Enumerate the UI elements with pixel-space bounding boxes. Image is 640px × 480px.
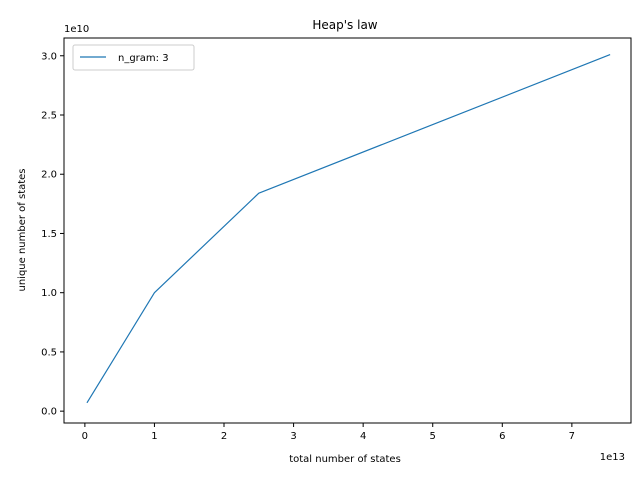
series-line: [86, 54, 611, 404]
y-axis-label: unique number of states: [17, 168, 28, 291]
y-tick-label: 1.5: [41, 229, 57, 240]
legend: n_gram: 3: [72, 44, 195, 71]
y-axis-ticks: 0.0 0.5 1.0 1.5 2.0 2.5 3.0: [41, 51, 64, 418]
x-tick-label: 5: [430, 431, 436, 442]
legend-entry-label: n_gram: 3: [118, 53, 169, 64]
legend-box: [72, 44, 195, 71]
y-tick-label: 3.0: [41, 51, 57, 62]
x-tick-label: 3: [290, 431, 296, 442]
x-tick-label: 6: [499, 431, 505, 442]
x-tick-label: 1: [151, 431, 157, 442]
series-layer: [86, 54, 611, 404]
x-tick-label: 2: [221, 431, 227, 442]
y-axis-offset-label: 1e10: [64, 24, 89, 35]
y-tick-label: 2.5: [41, 111, 57, 122]
x-axis-ticks: 0 1 2 3 4 5 6 7: [82, 423, 575, 442]
x-tick-label: 0: [82, 431, 88, 442]
x-tick-label: 4: [360, 431, 366, 442]
x-axis-offset-label: 1e13: [600, 452, 625, 463]
x-axis-label: total number of states: [289, 454, 401, 465]
chart-title: Heap's law: [312, 18, 377, 32]
plot-area: [64, 38, 631, 423]
y-tick-label: 0.5: [41, 347, 57, 358]
plot-frame: [63, 37, 632, 424]
y-tick-label: 2.0: [41, 170, 57, 181]
x-tick-label: 7: [569, 431, 575, 442]
y-tick-label: 1.0: [41, 288, 57, 299]
y-tick-label: 0.0: [41, 407, 57, 418]
